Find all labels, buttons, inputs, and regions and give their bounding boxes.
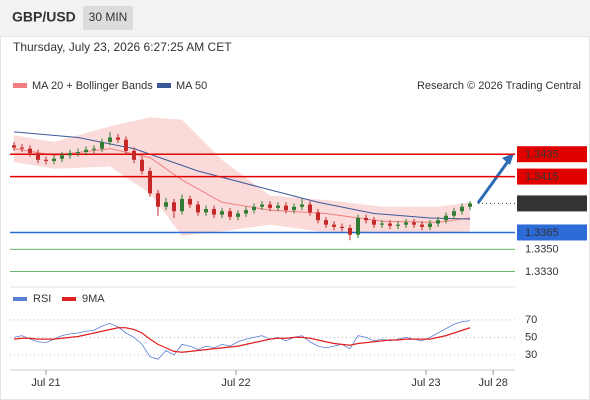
candle-body (188, 198, 192, 205)
candle-body (140, 159, 144, 171)
candle-body (44, 159, 48, 161)
candle-body (276, 205, 280, 208)
x-tick-label: Jul 22 (221, 377, 250, 389)
level-box (517, 224, 587, 241)
legend-swatch (62, 297, 76, 301)
legend-label: RSI (33, 293, 51, 305)
legend-label: 9MA (82, 293, 105, 305)
candle-body (180, 198, 184, 212)
forecast-arrowhead (502, 153, 514, 165)
candle-body (364, 217, 368, 221)
candle-body (260, 204, 264, 207)
level-label: 1.3330 (525, 266, 559, 278)
candle-body (252, 206, 256, 211)
candle-body (332, 224, 336, 227)
candle-body (308, 204, 312, 213)
candle-body (404, 222, 408, 225)
x-tick-label: Jul 23 (411, 377, 440, 389)
candle-body (268, 204, 272, 208)
candle-body (116, 137, 120, 140)
candle-body (340, 226, 344, 228)
candle-body (60, 155, 64, 159)
candle-body (196, 204, 200, 213)
candle-body (460, 206, 464, 212)
candle-body (164, 202, 168, 207)
candle-body (132, 150, 136, 160)
ma-line (13, 131, 471, 220)
candle-body (156, 193, 160, 207)
candle-body (324, 220, 328, 225)
level-label: 1.3365 (525, 227, 559, 239)
candle-body (420, 224, 424, 227)
candle-body (76, 152, 80, 154)
candle-body (436, 220, 440, 224)
candle-body (428, 223, 432, 227)
y-tick-label: 30 (525, 349, 537, 361)
candle-body (388, 223, 392, 226)
timestamp: Thursday, July 23, 2026 6:27:25 AM CET (13, 40, 232, 54)
interval-badge[interactable] (83, 6, 133, 30)
level-label: 1.3350 (525, 244, 559, 256)
candle-body (100, 141, 104, 149)
candle-body (412, 222, 416, 225)
level-box (517, 146, 587, 163)
level-label: 1.3391 (525, 198, 559, 210)
copyright: Research © 2026 Trading Central (417, 80, 581, 92)
candle-body (468, 203, 472, 207)
level-box (517, 168, 587, 185)
candle-body (36, 153, 40, 160)
candle-body (172, 202, 176, 212)
candle-body (284, 205, 288, 211)
level-label: 1.3415 (525, 171, 559, 183)
candle-body (316, 212, 320, 221)
candle-body (12, 145, 16, 148)
x-tick-label: Jul 28 (479, 377, 508, 389)
candle-body (108, 137, 112, 142)
candle-body (52, 158, 56, 161)
candle-body (148, 171, 152, 194)
candle-body (212, 209, 216, 215)
level-box (517, 195, 587, 212)
candle-body (300, 204, 304, 207)
legend-swatch (13, 83, 27, 88)
candle-body (220, 211, 224, 215)
candle-body (244, 210, 248, 214)
candle-body (204, 209, 208, 213)
interval[interactable]: 30 MIN (89, 10, 128, 24)
level-label: 1.3435 (525, 149, 559, 161)
candle-body (452, 211, 456, 216)
y-tick-label: 50 (525, 331, 537, 343)
legend-swatch (157, 83, 171, 88)
ma-line (13, 148, 471, 223)
candle-body (20, 147, 24, 149)
candle-body (124, 139, 128, 151)
rsi-line (13, 327, 471, 353)
candle-body (236, 213, 240, 217)
candle-body (68, 153, 72, 156)
candle-body (348, 228, 352, 235)
candle-body (380, 223, 384, 225)
candle-body (396, 224, 400, 226)
candle-body (356, 217, 360, 235)
y-tick-label: 70 (525, 314, 537, 326)
candle-body (444, 215, 448, 221)
candle-body (228, 211, 232, 217)
legend-swatch (13, 297, 27, 301)
candle-body (92, 148, 96, 150)
legend-label: MA 20 + Bollinger Bands (32, 80, 153, 92)
candle-body (28, 148, 32, 154)
candle-body (292, 206, 296, 211)
candle-body (372, 220, 376, 225)
candle-body (84, 149, 88, 152)
forecast-arrow (476, 159, 511, 204)
legend-label: MA 50 (176, 80, 207, 92)
symbol: GBP/USD (12, 9, 76, 25)
x-tick-label: Jul 21 (31, 377, 60, 389)
